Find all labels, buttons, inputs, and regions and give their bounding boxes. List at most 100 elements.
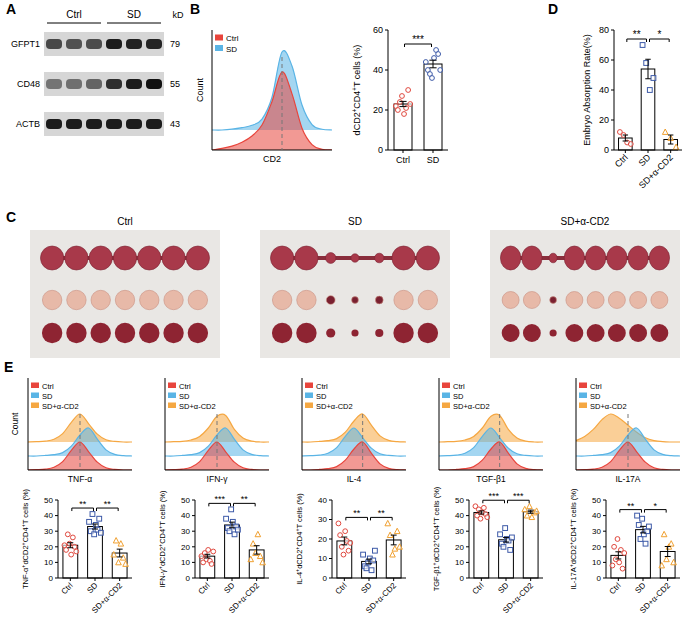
tick bbox=[611, 150, 614, 151]
plot-area bbox=[212, 51, 332, 150]
tick-label: 10 bbox=[181, 558, 190, 567]
tick bbox=[192, 500, 195, 501]
error-cap bbox=[665, 546, 671, 547]
tick bbox=[466, 515, 469, 516]
legend-label: SD+α-CD2 bbox=[590, 402, 627, 411]
point bbox=[408, 102, 413, 107]
tick-label: Ctrl bbox=[608, 581, 623, 596]
tick-label: SD+α-CD2 bbox=[364, 581, 398, 615]
point bbox=[260, 559, 266, 564]
tick bbox=[670, 150, 671, 153]
point bbox=[123, 561, 129, 566]
tick-label: SD bbox=[222, 581, 236, 595]
point bbox=[662, 129, 668, 134]
band bbox=[126, 79, 142, 89]
error-bar bbox=[670, 135, 671, 144]
axis-y bbox=[439, 378, 440, 470]
tick-label: 0 bbox=[604, 145, 609, 155]
ridge-fill bbox=[212, 72, 332, 150]
placenta bbox=[163, 323, 183, 343]
blot-strip bbox=[44, 32, 164, 56]
tick-label: 20 bbox=[318, 535, 327, 544]
uterus-segment bbox=[186, 246, 209, 270]
embryo bbox=[188, 290, 207, 309]
significance-label: ** bbox=[627, 501, 635, 511]
tick bbox=[119, 578, 120, 581]
error-cap bbox=[67, 542, 73, 543]
tick bbox=[329, 500, 332, 501]
bar bbox=[424, 64, 442, 150]
tick-label: SD+α-CD2 bbox=[90, 581, 124, 615]
axis-y bbox=[388, 30, 389, 150]
tick bbox=[393, 578, 394, 581]
tick-label: 40 bbox=[44, 511, 53, 520]
point bbox=[432, 56, 437, 61]
axis-title: TNF-α+dCD2+CD4+T cells (%) bbox=[20, 488, 30, 589]
point bbox=[385, 520, 391, 525]
significance-label: ** bbox=[353, 508, 361, 518]
tick bbox=[369, 578, 370, 581]
legend-label: SD+α-CD2 bbox=[453, 402, 490, 411]
axis-x bbox=[439, 470, 543, 471]
placenta bbox=[272, 323, 292, 343]
tick-label: Ctrl bbox=[471, 581, 486, 596]
axis-title: IFN-γ bbox=[207, 474, 229, 484]
placenta bbox=[42, 323, 62, 343]
tick bbox=[55, 515, 58, 516]
uterus-segment bbox=[325, 253, 335, 264]
tick-label: 40 bbox=[599, 85, 609, 95]
tick-label: 40 bbox=[318, 496, 327, 505]
band bbox=[46, 119, 62, 129]
tick bbox=[385, 110, 388, 111]
error-cap bbox=[399, 101, 406, 102]
tick bbox=[385, 150, 388, 151]
tick bbox=[207, 578, 208, 581]
tick-label: SD bbox=[636, 152, 652, 168]
legend-swatch bbox=[168, 403, 176, 409]
error-cap bbox=[92, 524, 98, 525]
bar bbox=[200, 556, 215, 578]
bar bbox=[474, 512, 489, 578]
error-cap bbox=[399, 106, 406, 107]
bar bbox=[499, 540, 514, 578]
row-label: ACTB bbox=[16, 119, 40, 129]
significance-label: ** bbox=[633, 29, 641, 40]
axis-title: TGF-β1 bbox=[476, 474, 506, 484]
point bbox=[118, 541, 124, 546]
reference-line bbox=[80, 414, 81, 470]
tick bbox=[55, 500, 58, 501]
bar bbox=[225, 525, 240, 578]
error-cap bbox=[668, 135, 673, 136]
embryo bbox=[587, 292, 604, 309]
tick-label: 0 bbox=[378, 145, 383, 155]
tick bbox=[192, 531, 195, 532]
photo-bg bbox=[490, 230, 680, 358]
photo-label: Ctrl bbox=[117, 216, 133, 227]
embryo bbox=[115, 290, 134, 309]
plot-area bbox=[165, 414, 269, 470]
legend-label: SD+α-CD2 bbox=[316, 402, 353, 411]
tick-label: 40 bbox=[592, 511, 601, 520]
axis-title: IL-17A+dCD2+CD4+T cells (%) bbox=[568, 488, 578, 589]
uterus-segment bbox=[392, 246, 415, 270]
tick bbox=[466, 500, 469, 501]
error-cap bbox=[204, 554, 210, 555]
tick-label: SD bbox=[359, 581, 373, 595]
point bbox=[74, 549, 79, 554]
tick-label: 30 bbox=[44, 527, 53, 536]
point bbox=[72, 544, 77, 549]
tick bbox=[667, 578, 668, 581]
legend-swatch bbox=[579, 393, 587, 399]
placenta bbox=[91, 323, 111, 343]
band bbox=[66, 79, 82, 89]
point bbox=[510, 535, 515, 540]
legend-label: Ctrl bbox=[590, 382, 602, 391]
tick bbox=[611, 60, 614, 61]
point bbox=[343, 529, 348, 534]
axis-x bbox=[388, 150, 448, 151]
point bbox=[402, 112, 407, 117]
tick bbox=[466, 546, 469, 547]
band bbox=[86, 79, 102, 89]
point bbox=[369, 568, 374, 573]
error-bar bbox=[403, 101, 404, 106]
